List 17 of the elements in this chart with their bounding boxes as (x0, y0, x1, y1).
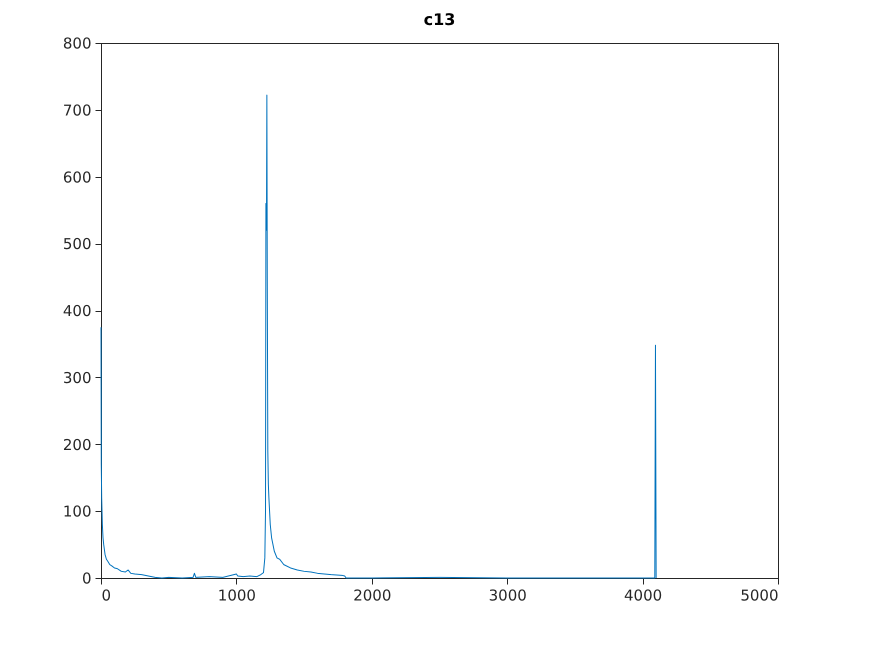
line-series (100, 94, 657, 578)
y-tick-label: 800 (62, 34, 92, 52)
y-tick-label: 500 (62, 235, 92, 254)
y-tick-label: 600 (62, 168, 92, 186)
y-tick-label: 700 (62, 101, 92, 120)
x-tick-label: 3000 (488, 586, 527, 604)
x-tick-label: 1000 (218, 586, 256, 604)
y-tick-label: 300 (62, 368, 92, 387)
x-tick-label: 2000 (353, 586, 392, 604)
y-tick-label: 400 (62, 302, 92, 320)
y-tick-label: 200 (62, 436, 92, 454)
chart-title: c13 (424, 10, 456, 29)
y-tick-label: 100 (62, 502, 92, 521)
x-tick-label: 4000 (624, 586, 662, 604)
x-tick-label: 0 (102, 586, 112, 604)
x-tick-label: 5000 (740, 586, 778, 604)
y-tick-label: 0 (82, 570, 92, 588)
